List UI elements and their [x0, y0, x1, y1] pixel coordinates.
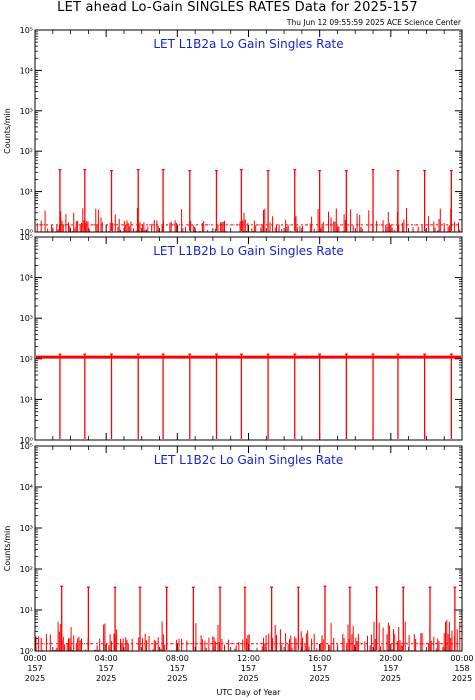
y-tick-label: 10² — [20, 355, 33, 364]
y-tick-label: 10³ — [20, 314, 33, 323]
x-tick-label: 157 — [241, 664, 256, 673]
y-tick-label: 10³ — [20, 524, 33, 533]
panel-title: LET L1B2b Lo Gain Singles Rate — [153, 244, 344, 258]
x-tick-label: 2025 — [238, 674, 258, 683]
data-series-noise — [35, 619, 461, 651]
x-tick-label: 2025 — [25, 674, 45, 683]
x-tick-label: 2025 — [167, 674, 187, 683]
x-tick-label: 157 — [312, 664, 327, 673]
x-tick-label: 04:00 — [95, 654, 118, 663]
y-tick-label: 10² — [20, 147, 33, 156]
y-tick-label: 10⁵ — [20, 442, 33, 451]
y-tick-label: 10² — [20, 565, 33, 574]
y-tick-label: 10⁰ — [20, 228, 33, 237]
data-series-noise — [36, 207, 461, 232]
chart-title: LET ahead Lo-Gain SINGLES RATES Data for… — [57, 0, 418, 15]
x-tick-label: 00:00 — [450, 654, 473, 663]
y-axis-label: Counts/min — [3, 526, 12, 572]
y-tick-label: 10¹ — [20, 606, 33, 615]
x-tick-label: 2025 — [381, 674, 401, 683]
x-tick-label: 2025 — [452, 674, 472, 683]
x-tick-label: 157 — [170, 664, 185, 673]
x-tick-label: 12:00 — [237, 654, 260, 663]
x-tick-label: 16:00 — [308, 654, 331, 663]
y-axis-label: Counts/min — [3, 108, 12, 154]
x-tick-label: 157 — [99, 664, 114, 673]
generated-timestamp: Thu Jun 12 09:55:59 2025 ACE Science Cen… — [286, 18, 461, 27]
panel-title: LET L1B2c Lo Gain Singles Rate — [154, 453, 344, 467]
x-tick-label: 157 — [27, 664, 42, 673]
x-tick-label: 2025 — [96, 674, 116, 683]
x-tick-label: 00:00 — [23, 654, 46, 663]
y-tick-label: 10⁰ — [20, 647, 33, 656]
y-tick-label: 10¹ — [20, 188, 33, 197]
y-tick-label: 10⁴ — [20, 66, 33, 75]
y-tick-label: 10⁵ — [20, 233, 33, 242]
y-tick-label: 10⁴ — [20, 483, 33, 492]
x-tick-label: 158 — [454, 664, 469, 673]
y-tick-label: 10⁴ — [20, 274, 33, 283]
x-tick-label: 20:00 — [379, 654, 402, 663]
plot-frame — [34, 445, 463, 652]
x-tick-label: 157 — [383, 664, 398, 673]
panel-title: LET L1B2a Lo Gain Singles Rate — [153, 37, 343, 51]
y-tick-label: 10³ — [20, 107, 33, 116]
x-tick-label: 2025 — [309, 674, 329, 683]
x-axis-label: UTC Day of Year — [217, 688, 282, 697]
x-tick-label: 08:00 — [166, 654, 189, 663]
y-tick-label: 10⁵ — [20, 26, 33, 35]
y-tick-label: 10¹ — [20, 395, 33, 404]
y-tick-label: 10⁰ — [20, 436, 33, 445]
